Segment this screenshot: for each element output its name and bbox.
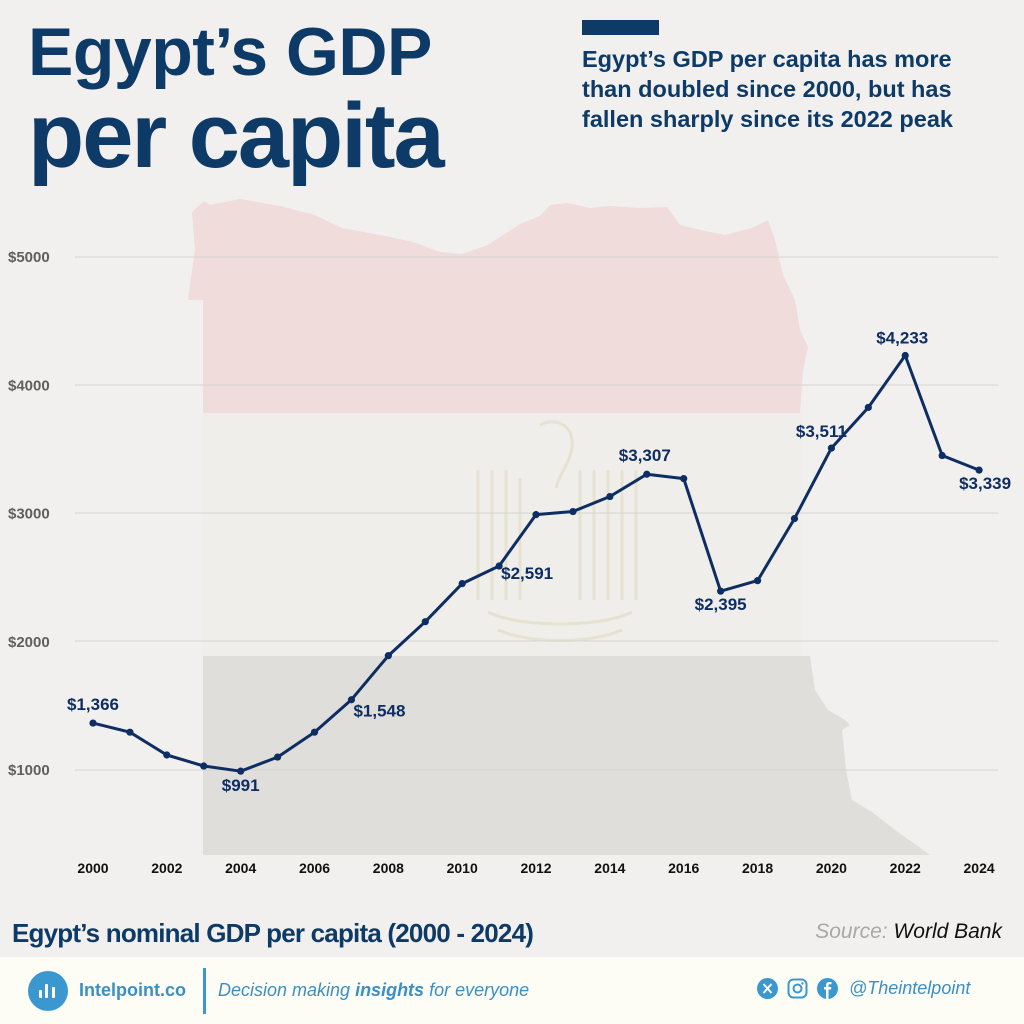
- x-tick-label: 2006: [299, 860, 330, 876]
- map-white-band: [203, 413, 803, 656]
- data-point: [569, 507, 577, 516]
- data-label: $3,307: [619, 446, 671, 465]
- data-point: [347, 696, 356, 704]
- y-tick-label: $5000: [8, 249, 50, 266]
- x-tick-label: 2018: [742, 860, 773, 876]
- y-tick-label: $3000: [8, 506, 50, 523]
- x-axis: 2000 2002 2004 2006 2008 2010 2012 2014 2016 2018…: [77, 860, 994, 876]
- data-point: [126, 728, 134, 736]
- gdp-data-points: [89, 351, 983, 775]
- data-point: [89, 719, 97, 727]
- data-point: [495, 562, 503, 570]
- title-line-1: Egypt’s GDP: [28, 14, 432, 90]
- data-label: $2,395: [695, 595, 747, 614]
- data-label: $3,511: [796, 422, 847, 441]
- data-point: [938, 451, 946, 460]
- subtitle: Egypt’s GDP per capita has more than dou…: [582, 46, 953, 132]
- tagline-bold: insights: [355, 980, 425, 1000]
- data-point: [200, 762, 208, 770]
- accent-bar: [582, 20, 659, 35]
- data-point: [975, 466, 983, 474]
- source-label: Source:: [815, 920, 888, 943]
- data-label: $2,591: [501, 564, 553, 583]
- data-point: [606, 492, 614, 501]
- chart-caption: Egypt’s nominal GDP per capita (2000 - 2…: [12, 918, 534, 948]
- social-handle[interactable]: @Theintelpoint: [849, 978, 971, 998]
- data-label: $3,339: [959, 474, 1011, 493]
- data-point: [384, 652, 392, 660]
- instagram-icon[interactable]: [787, 978, 808, 999]
- facebook-icon[interactable]: [817, 978, 838, 999]
- x-tick-label: 2024: [964, 860, 995, 876]
- data-point: [274, 753, 282, 761]
- x-tick-label: 2004: [225, 860, 256, 876]
- source-value: World Bank: [893, 920, 1002, 943]
- x-tick-label: 2002: [151, 860, 182, 876]
- tagline-pre: Decision making: [218, 980, 356, 1000]
- x-tick-label: 2008: [373, 860, 404, 876]
- data-label: $991: [222, 776, 260, 795]
- data-point: [310, 728, 319, 736]
- brand-link[interactable]: Intelpoint.co: [79, 980, 186, 1000]
- x-tick-label: 2022: [890, 860, 921, 876]
- x-tick-label: 2000: [77, 860, 108, 876]
- data-point: [864, 403, 872, 412]
- tagline: Decision making insights for everyone: [218, 980, 529, 1001]
- y-tick-label: $1000: [8, 762, 50, 779]
- x-tick-label: 2016: [668, 860, 699, 876]
- footer-bar: Intelpoint.co Decision making insights f…: [0, 957, 1024, 1024]
- data-point: [717, 587, 725, 595]
- x-icon[interactable]: [757, 978, 778, 999]
- title-line-2: per capita: [28, 85, 445, 187]
- data-point: [901, 351, 909, 360]
- y-tick-label: $2000: [8, 634, 50, 651]
- gdp-data-labels: $1,366 $991 $1,548 $2,591 $3,307 $2,395 $3,511…: [67, 329, 1011, 796]
- data-point: [421, 618, 429, 626]
- data-label: $1,548: [353, 702, 405, 721]
- x-tick-label: 2014: [594, 860, 625, 876]
- data-point: [790, 514, 799, 523]
- page-title: Egypt’s GDP per capita: [28, 8, 445, 187]
- data-point: [643, 470, 651, 478]
- data-point: [753, 577, 762, 585]
- data-label: $1,366: [67, 695, 119, 714]
- data-label: $4,233: [876, 329, 928, 348]
- social-links: @Theintelpoint: [757, 978, 970, 999]
- y-axis: $1000 $2000 $3000 $4000 $5000: [8, 249, 50, 779]
- x-tick-label: 2020: [816, 860, 847, 876]
- footer-divider: [203, 968, 206, 1014]
- data-point: [163, 751, 171, 759]
- intelpoint-logo-icon[interactable]: [28, 971, 68, 1011]
- map-red-band: [188, 199, 808, 413]
- map-black-band: [203, 656, 930, 855]
- egypt-flag-map-background: [188, 199, 930, 855]
- x-tick-label: 2010: [447, 860, 478, 876]
- data-point: [458, 579, 466, 588]
- data-point: [827, 444, 836, 452]
- source-credit: Source: World Bank: [815, 920, 1002, 944]
- tagline-post: for everyone: [424, 980, 530, 1000]
- line-chart: $1000$2000$3000$4000$5000 2000 2002 2004 20…: [8, 199, 1011, 876]
- data-point: [532, 511, 540, 519]
- y-tick-label: $4000: [8, 377, 50, 394]
- eagle-emblem: [476, 420, 638, 642]
- data-point: [680, 475, 688, 483]
- x-tick-label: 2012: [520, 860, 551, 876]
- data-point: [237, 767, 245, 775]
